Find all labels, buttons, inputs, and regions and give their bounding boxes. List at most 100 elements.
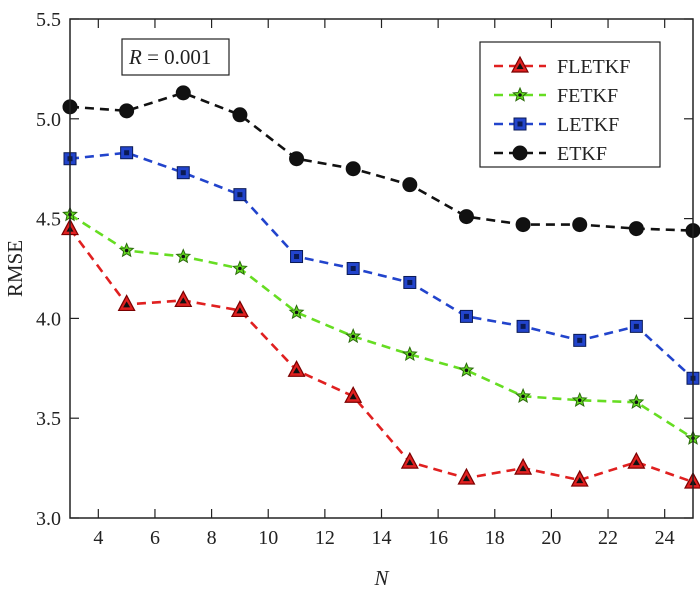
series-line-fetkf <box>69 213 694 440</box>
data-point-fetkf-core <box>521 394 525 399</box>
data-point-letkf-core <box>633 323 639 329</box>
data-point-fletkf-core <box>179 297 187 304</box>
data-point-fetkf-core <box>181 254 186 259</box>
data-point-etkf <box>345 161 361 177</box>
data-point-fetkf-core <box>124 248 129 253</box>
x-tick-label: 4 <box>93 527 103 549</box>
data-point-fletkf-core <box>236 307 244 314</box>
legend-item-letkf: LETKF <box>494 114 619 136</box>
data-point-fletkf <box>627 451 646 469</box>
data-point-fletkf <box>400 451 419 469</box>
x-tick-label: 20 <box>541 527 561 549</box>
annotation-box: R = 0.001 <box>121 38 230 76</box>
data-point-etkf <box>458 209 474 225</box>
data-point-fetkf-core <box>408 352 412 357</box>
data-point-letkf <box>346 262 360 275</box>
y-tick-label: 4.5 <box>36 209 61 231</box>
legend: FLETKF FETKF LETKF ETKF <box>479 41 661 168</box>
data-point-etkf <box>289 151 305 167</box>
data-point-fletkf-core <box>519 465 527 472</box>
legend-marker-letkf <box>513 117 527 131</box>
data-point-fletkf-core <box>293 367 301 374</box>
x-axis-title: N <box>373 566 389 590</box>
data-point-fetkf-core <box>238 266 242 271</box>
x-tick-label: 16 <box>428 527 448 549</box>
data-point-fletkf <box>514 457 533 475</box>
data-point-etkf <box>402 177 418 193</box>
y-tick-label: 5.0 <box>36 109 61 131</box>
data-point-fletkf-core <box>123 301 131 308</box>
data-point-fletkf <box>344 385 363 403</box>
data-point-letkf-core <box>577 337 583 343</box>
data-point-fetkf <box>288 304 305 320</box>
data-point-fetkf-core <box>351 334 355 339</box>
data-point-etkf <box>572 217 588 233</box>
data-point-letkf <box>629 319 643 333</box>
x-tick-label: 8 <box>207 527 217 549</box>
data-point-fetkf <box>515 387 531 403</box>
y-tick-label: 3.0 <box>36 508 61 530</box>
data-point-fletkf <box>287 360 306 377</box>
legend-label-fetkf: FETKF <box>557 85 618 107</box>
data-point-fletkf <box>570 469 589 487</box>
y-axis-title: RMSE <box>3 240 27 297</box>
legend-label-fletkf: FLETKF <box>557 56 630 78</box>
data-point-fetkf-core <box>577 398 582 403</box>
data-point-fletkf <box>174 290 193 308</box>
x-tick-label: 14 <box>372 527 392 549</box>
data-point-fletkf <box>230 300 249 318</box>
data-point-fletkf-core <box>632 459 640 466</box>
data-point-letkf <box>176 166 190 180</box>
data-point-letkf-core <box>350 266 356 271</box>
data-point-letkf-core <box>463 313 469 319</box>
data-point-etkf <box>119 103 135 119</box>
data-point-etkf <box>175 85 191 101</box>
y-tick-label: 3.5 <box>36 408 61 430</box>
data-point-letkf <box>459 309 473 323</box>
plot-frame <box>69 18 694 519</box>
data-point-fetkf <box>175 248 192 264</box>
data-point-fetkf-core <box>294 310 299 315</box>
x-tick-label: 10 <box>258 527 278 549</box>
data-point-etkf <box>628 221 644 237</box>
series-fetkf <box>62 206 700 445</box>
data-point-letkf <box>120 146 134 160</box>
legend-label-etkf: ETKF <box>557 143 607 165</box>
data-point-fletkf-core <box>462 475 470 482</box>
data-point-letkf-core <box>180 170 186 176</box>
x-tick-label: 22 <box>598 527 618 549</box>
data-point-letkf-core <box>407 279 413 285</box>
series-line-letkf <box>69 151 694 380</box>
data-point-letkf <box>233 188 247 202</box>
x-tick-label: 24 <box>655 527 675 549</box>
data-point-fletkf-core <box>406 459 414 466</box>
legend-item-fletkf: FLETKF <box>494 55 630 78</box>
legend-marker-fetkf <box>512 86 528 102</box>
x-tick-label: 6 <box>150 527 160 549</box>
series-line-fletkf <box>68 227 694 484</box>
legend-marker-letkf-core <box>517 121 523 127</box>
data-point-letkf-core <box>124 150 130 156</box>
data-point-fetkf-core <box>464 368 469 373</box>
legend-item-fetkf: FETKF <box>494 85 618 107</box>
annotation-text: R = 0.001 <box>128 45 211 69</box>
data-point-fetkf <box>118 242 135 258</box>
legend-marker-etkf <box>512 145 528 161</box>
annotation-value: = 0.001 <box>142 45 212 69</box>
data-point-fetkf-core <box>634 400 639 405</box>
data-point-fletkf-core <box>576 477 584 484</box>
data-point-letkf-core <box>237 192 243 198</box>
data-point-fetkf <box>232 260 248 276</box>
annotation-frame <box>121 38 230 76</box>
data-point-fletkf-core <box>349 393 357 400</box>
data-point-letkf <box>290 250 304 264</box>
series-etkf <box>62 85 700 239</box>
annotation-variable: R <box>128 45 142 69</box>
series-letkf <box>63 146 700 385</box>
data-point-fetkf <box>345 328 362 344</box>
x-tick-label: 18 <box>485 527 505 549</box>
data-point-fetkf <box>458 362 475 378</box>
data-point-fetkf <box>571 391 588 407</box>
legend-marker-fetkf-core <box>518 93 522 97</box>
tick-labels-layer: 4 6 8 10 12 14 16 18 20 22 24 3.0 3.5 4.0 4.5 5.0 5.5 <box>36 9 675 549</box>
